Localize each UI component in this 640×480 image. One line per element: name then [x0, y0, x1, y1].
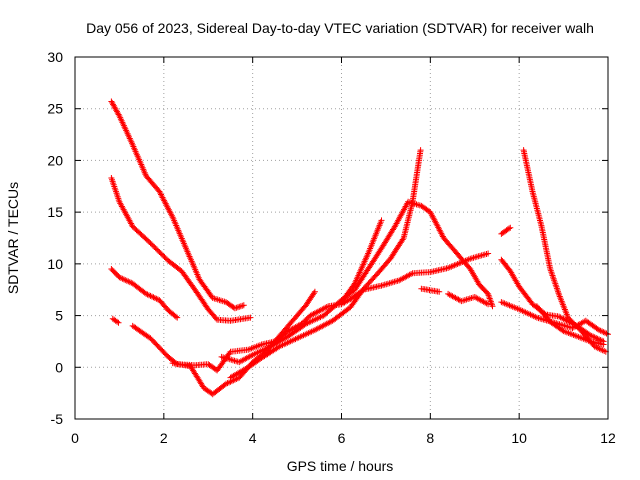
x-tick-label: 12: [600, 430, 616, 446]
y-tick-label: 30: [47, 49, 63, 65]
x-tick-label: 10: [511, 430, 527, 446]
data-point-marks: [227, 147, 424, 381]
data-series-arc-12: [498, 224, 514, 237]
data-point-marks: [338, 217, 385, 306]
data-point-marks: [418, 285, 443, 295]
data-series-arc-2: [108, 175, 254, 324]
data-series-arc-10: [418, 285, 443, 295]
data-series-arc-4: [109, 315, 122, 326]
data-series-arc-7: [227, 147, 424, 381]
chart-title: Day 056 of 2023, Sidereal Day-to-day VTE…: [86, 20, 594, 36]
x-tick-label: 6: [338, 430, 346, 446]
data-point-marks: [109, 315, 122, 326]
data-point-marks: [498, 224, 514, 237]
x-tick-label: 4: [249, 430, 257, 446]
y-tick-label: -5: [51, 411, 64, 427]
data-point-marks: [108, 98, 247, 312]
y-tick-label: 25: [47, 101, 63, 117]
y-axis-label: SDTVAR / TECUs: [5, 182, 21, 294]
data-point-marks: [218, 198, 496, 366]
data-series-arc-16: [533, 303, 607, 348]
tick-layer: 0 2 4 6 8 10 12 -5 0 5 10 15 20 25 30: [47, 49, 616, 446]
x-axis-label: GPS time / hours: [287, 458, 394, 474]
data-point-marks: [108, 266, 181, 321]
x-tick-label: 8: [426, 430, 434, 446]
x-tick-label: 2: [160, 430, 168, 446]
grid-layer: [75, 57, 608, 419]
y-tick-label: 20: [47, 152, 63, 168]
data-point-marks: [445, 290, 492, 308]
data-series-arc-11: [445, 290, 492, 308]
y-tick-label: 0: [55, 359, 63, 375]
data-point-marks: [108, 175, 254, 324]
data-series-arc-1: [108, 98, 247, 312]
data-layer: [108, 98, 611, 398]
y-tick-label: 15: [47, 204, 63, 220]
x-tick-label: 0: [71, 430, 79, 446]
y-tick-label: 5: [55, 308, 63, 324]
data-series-arc-8: [218, 198, 496, 366]
data-series-arc-3: [108, 266, 181, 321]
data-series-arc-9: [338, 217, 385, 306]
y-tick-label: 10: [47, 256, 63, 272]
data-point-marks: [533, 303, 607, 348]
